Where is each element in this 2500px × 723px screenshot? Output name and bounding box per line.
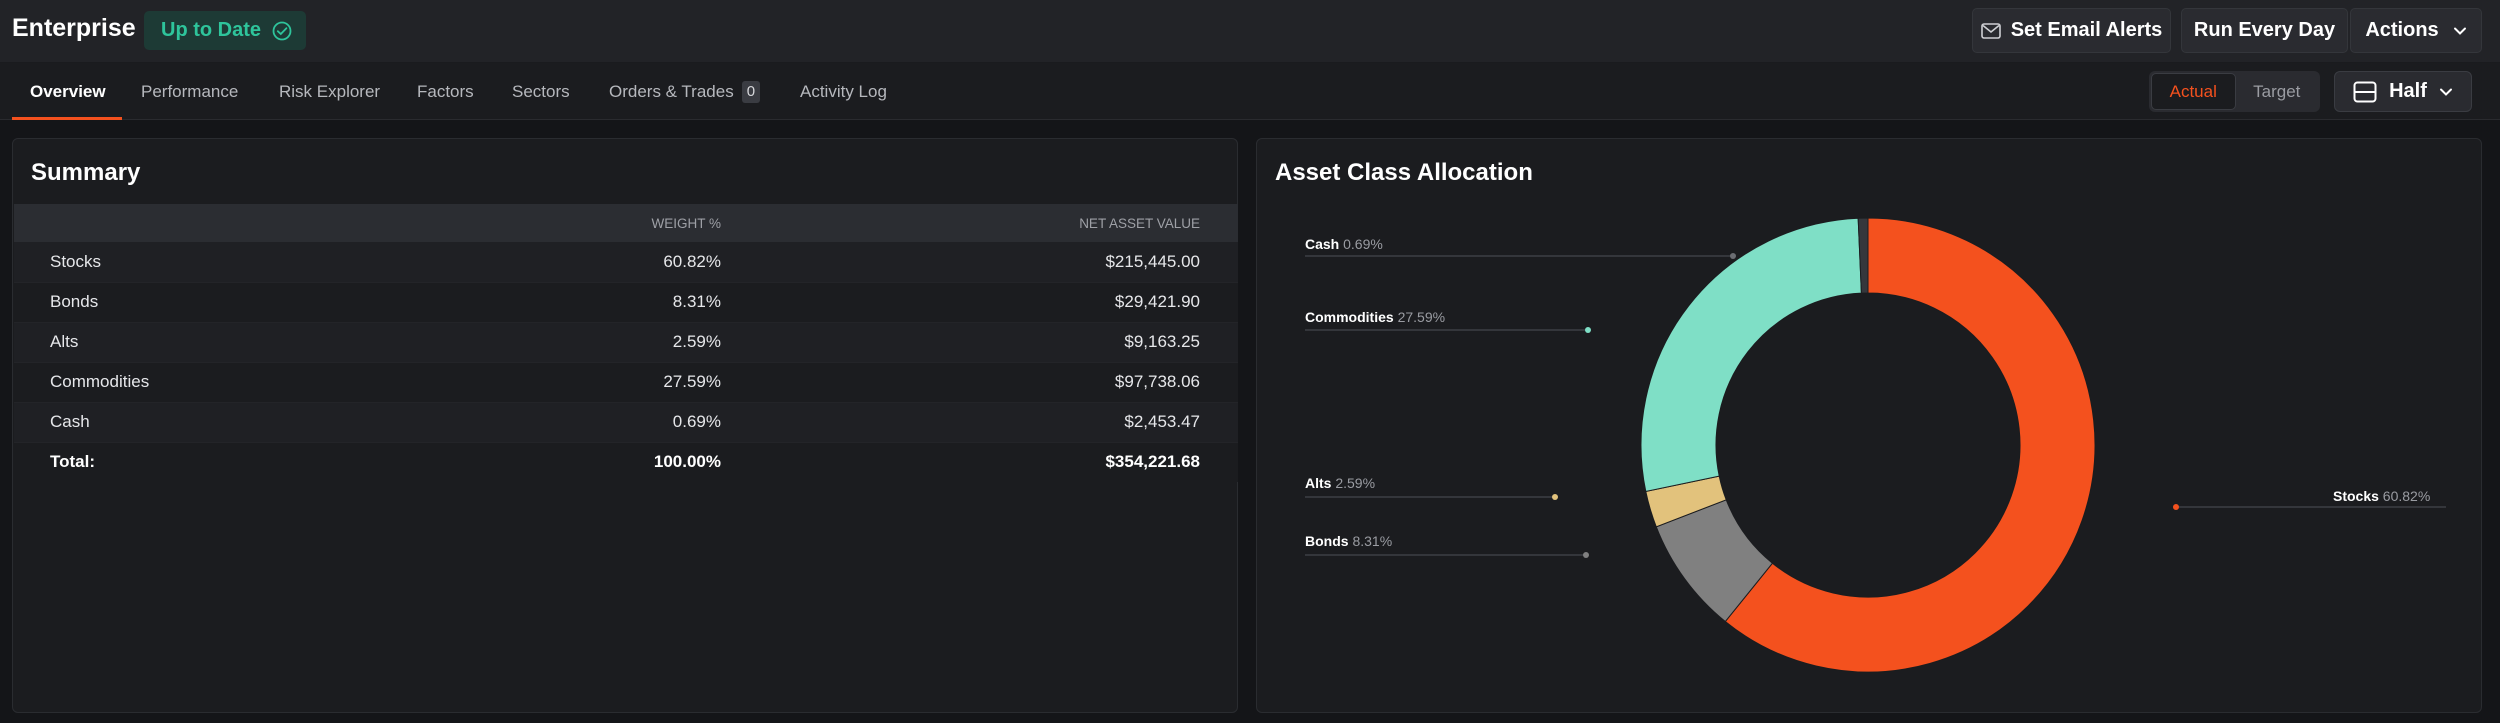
leader-dot-alts bbox=[1552, 494, 1558, 500]
asset-weight: 0.69% bbox=[434, 402, 727, 443]
asset-name: Alts bbox=[14, 322, 434, 363]
donut-slice-cash bbox=[1857, 217, 1869, 294]
asset-name: Commodities bbox=[14, 362, 434, 403]
summary-panel: Summary WEIGHT % NET ASSET VALUE Stocks … bbox=[12, 138, 1238, 713]
status-badge: Up to Date bbox=[144, 11, 306, 50]
slice-label-value: 2.59% bbox=[1331, 475, 1375, 491]
tab-activity-log[interactable]: Activity Log bbox=[800, 63, 887, 120]
tab-factors[interactable]: Factors bbox=[417, 63, 474, 120]
set-email-alerts-button[interactable]: Set Email Alerts bbox=[1972, 8, 2171, 53]
asset-name: Cash bbox=[14, 402, 434, 443]
actions-label: Actions bbox=[2365, 19, 2439, 41]
asset-nav: $97,738.06 bbox=[727, 362, 1238, 403]
slice-label-value: 27.59% bbox=[1394, 309, 1445, 325]
tab-label: Performance bbox=[141, 81, 239, 101]
tab-risk-explorer[interactable]: Risk Explorer bbox=[279, 63, 380, 120]
slice-label-value: 8.31% bbox=[1349, 533, 1393, 549]
column-header-weight: WEIGHT % bbox=[434, 204, 727, 242]
allocation-panel: Asset Class Allocation Stocks 60.82% Bond… bbox=[1256, 138, 2482, 713]
summary-title: Summary bbox=[31, 159, 141, 186]
column-header bbox=[14, 204, 434, 242]
toggle-target[interactable]: Target bbox=[2253, 81, 2301, 101]
actions-dropdown[interactable]: Actions bbox=[2350, 8, 2482, 53]
summary-table: WEIGHT % NET ASSET VALUE Stocks 60.82% $… bbox=[14, 204, 1238, 482]
tab-label: Orders & Trades bbox=[609, 81, 734, 101]
chevron-down-icon bbox=[2453, 27, 2466, 35]
tab-label: Risk Explorer bbox=[279, 81, 381, 101]
leader-dot-cash bbox=[1730, 253, 1736, 259]
asset-weight: 2.59% bbox=[434, 322, 727, 363]
asset-nav: $2,453.47 bbox=[727, 402, 1238, 443]
top-bar: Enterprise Up to Date Set Email Alerts R… bbox=[0, 0, 2500, 63]
email-alerts-label: Set Email Alerts bbox=[2010, 19, 2163, 41]
layout-icon bbox=[2353, 81, 2377, 102]
total-nav: $354,221.68 bbox=[727, 442, 1238, 482]
slice-label-commodities: Commodities 27.59% bbox=[1305, 309, 1445, 325]
asset-name: Stocks bbox=[14, 242, 434, 283]
slice-label-name: Commodities bbox=[1305, 309, 1394, 325]
run-schedule-button[interactable]: Run Every Day bbox=[2181, 8, 2348, 53]
orders-count-badge: 0 bbox=[741, 80, 761, 103]
page-title: Enterprise bbox=[12, 14, 136, 42]
donut-slice-commodities bbox=[1640, 217, 1862, 493]
table-row: Cash 0.69% $2,453.47 bbox=[14, 402, 1238, 443]
slice-label-cash: Cash 0.69% bbox=[1305, 236, 1383, 252]
tab-bar: Overview Performance Risk Explorer Facto… bbox=[0, 63, 2500, 120]
slice-label-alts: Alts 2.59% bbox=[1305, 475, 1375, 491]
column-header-nav: NET ASSET VALUE bbox=[727, 204, 1238, 242]
mail-icon bbox=[1980, 22, 2001, 39]
allocation-title: Asset Class Allocation bbox=[1275, 159, 1533, 186]
slice-label-value: 60.82% bbox=[2379, 488, 2430, 504]
total-weight: 100.00% bbox=[434, 442, 727, 482]
table-row: Commodities 27.59% $97,738.06 bbox=[14, 362, 1238, 403]
asset-name: Bonds bbox=[14, 282, 434, 323]
chevron-down-icon bbox=[2439, 88, 2452, 96]
asset-weight: 60.82% bbox=[434, 242, 727, 283]
slice-label-stocks: Stocks 60.82% bbox=[2333, 488, 2430, 504]
table-header-row: WEIGHT % NET ASSET VALUE bbox=[14, 204, 1238, 242]
tab-label: Factors bbox=[417, 81, 474, 101]
leader-dot-commodities bbox=[1585, 327, 1591, 333]
table-row: Stocks 60.82% $215,445.00 bbox=[14, 242, 1238, 283]
tab-orders-trades[interactable]: Orders & Trades 0 bbox=[609, 63, 761, 120]
tab-label: Activity Log bbox=[800, 81, 887, 101]
asset-nav: $9,163.25 bbox=[727, 322, 1238, 363]
check-circle-icon bbox=[272, 21, 292, 40]
leader-dot-stocks bbox=[2173, 504, 2179, 510]
leader-dot-bonds bbox=[1583, 552, 1589, 558]
tab-overview[interactable]: Overview bbox=[30, 63, 106, 120]
slice-label-name: Cash bbox=[1305, 236, 1339, 252]
slice-label-name: Alts bbox=[1305, 475, 1332, 491]
asset-nav: $215,445.00 bbox=[727, 242, 1238, 283]
asset-nav: $29,421.90 bbox=[727, 282, 1238, 323]
table-row: Alts 2.59% $9,163.25 bbox=[14, 322, 1238, 363]
allocation-donut-chart: Stocks 60.82% Bonds 8.31% Alts 2.59% Commod… bbox=[1305, 217, 2446, 673]
active-tab-indicator bbox=[12, 117, 122, 120]
asset-weight: 8.31% bbox=[434, 282, 727, 323]
layout-select[interactable]: Half bbox=[2334, 71, 2472, 112]
total-row: Total: 100.00% $354,221.68 bbox=[14, 442, 1238, 482]
tab-sectors[interactable]: Sectors bbox=[512, 63, 570, 120]
tab-label: Sectors bbox=[512, 81, 570, 101]
total-label: Total: bbox=[14, 442, 434, 482]
actual-target-toggle: Actual Target bbox=[2149, 71, 2320, 112]
donut-slice-stocks bbox=[1724, 217, 2096, 673]
toggle-actual[interactable]: Actual bbox=[2151, 73, 2236, 110]
tab-label: Overview bbox=[30, 81, 106, 101]
slice-label-name: Stocks bbox=[2333, 488, 2379, 504]
table-row: Bonds 8.31% $29,421.90 bbox=[14, 282, 1238, 323]
slice-label-value: 0.69% bbox=[1339, 236, 1383, 252]
asset-weight: 27.59% bbox=[434, 362, 727, 403]
layout-label: Half bbox=[2389, 80, 2427, 102]
slice-label-bonds: Bonds 8.31% bbox=[1305, 533, 1392, 549]
run-schedule-label: Run Every Day bbox=[2193, 19, 2336, 41]
status-label: Up to Date bbox=[161, 19, 261, 41]
slice-label-name: Bonds bbox=[1305, 533, 1349, 549]
tab-performance[interactable]: Performance bbox=[141, 63, 238, 120]
